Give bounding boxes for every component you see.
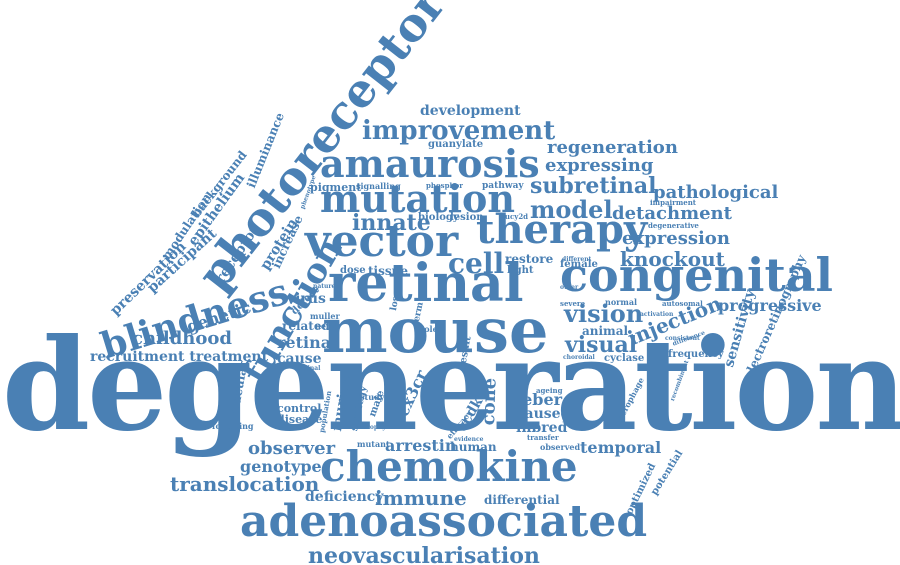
word-degenerative: degenerative — [648, 221, 699, 230]
word-female: female — [560, 259, 598, 270]
word-gucy2d: gucy2d — [500, 212, 529, 221]
word-cause: cause — [277, 351, 322, 367]
word-study: study — [360, 392, 385, 402]
word-atrophy: atrophy — [360, 424, 386, 431]
word-mutant: mutant — [357, 439, 390, 449]
word-mouse: mouse — [322, 294, 549, 367]
word-regeneration: regeneration — [547, 137, 678, 158]
word-nerve: nerve — [315, 321, 340, 331]
word-following: following — [212, 421, 254, 431]
word-genotype: genotype — [240, 457, 322, 476]
word-dose: dose — [340, 265, 366, 276]
word-progressive: progressive — [718, 296, 822, 315]
word-expressing: expressing — [545, 155, 654, 176]
word-vector: vector — [305, 216, 459, 267]
word-expression: expression — [622, 228, 730, 249]
word-observer: observer — [248, 438, 336, 459]
word-nature: nature — [313, 283, 336, 290]
word-amaurosis: amaurosis — [320, 141, 540, 186]
word-degeneration: degeneration — [2, 311, 900, 459]
word-deficiency: deficiency — [305, 489, 384, 505]
word-guanylate: guanylate — [428, 139, 484, 150]
word-arrestin: arrestin — [385, 436, 457, 455]
word-innate: innate — [352, 210, 431, 236]
word-normal: normal — [605, 297, 638, 307]
word-retina: retina — [277, 333, 332, 352]
word-evidence: evidence — [454, 436, 484, 443]
word-transfer: transfer — [527, 433, 559, 442]
word-pathological: pathological — [653, 182, 779, 203]
word-detachment: detachment — [612, 203, 732, 224]
word-retinal: retinal — [328, 253, 524, 314]
word-disease: disease — [277, 413, 323, 426]
word-knockout: knockout — [620, 247, 725, 271]
word-translocation: translocation — [170, 472, 320, 496]
word-pathway: pathway — [482, 181, 524, 191]
word-subretinal: subretinal — [530, 173, 657, 199]
word-inbred: inbred — [516, 420, 568, 436]
word-virus: virus — [287, 291, 326, 307]
word-animal: animal — [582, 324, 629, 338]
word-observed: observed — [540, 442, 581, 452]
word-control: control — [277, 402, 322, 415]
word-human: human — [450, 440, 497, 454]
word-tissue: tissue — [368, 264, 408, 278]
word-vision: vision — [564, 299, 644, 328]
word-activation: activation — [640, 311, 674, 318]
word-muller: muller — [310, 311, 340, 321]
word-lesion: lesion — [450, 212, 484, 223]
word-frequency: frequency — [668, 349, 724, 360]
word-improvement: improvement — [362, 116, 556, 146]
word-phosphor: phosphor — [426, 181, 463, 190]
word-related: related — [282, 319, 330, 333]
word-visual: visual — [565, 332, 638, 358]
word-ageing: ageing — [536, 386, 563, 395]
word-congenital: congenital — [560, 248, 834, 302]
word-role: role — [420, 324, 438, 334]
word-consistent: consistent — [665, 335, 700, 342]
word-chemokine: chemokine — [320, 442, 578, 491]
word-original: original — [294, 365, 321, 372]
word-childhood: childhood — [132, 328, 232, 349]
word-cell: cell — [448, 247, 505, 280]
word-choroidal: choroidal — [563, 354, 595, 361]
word-autosomal: autosomal — [662, 299, 703, 308]
word-impairment: impairment — [650, 198, 697, 207]
word-recruitment-treatment: recruitment treatment — [90, 349, 269, 365]
word-therapy: therapy — [476, 206, 648, 253]
word-immune: immune — [375, 486, 467, 510]
word-adenoassociated: adenoassociated — [240, 496, 648, 547]
word-model: model — [530, 195, 613, 224]
word-mutation: mutation — [320, 176, 515, 221]
word-neovascularisation: neovascularisation — [308, 543, 540, 565]
word-pigment: pigment — [310, 181, 362, 194]
word-temporal: temporal — [580, 438, 662, 457]
word-cyclase: cyclase — [604, 353, 645, 364]
word-leber: leber — [516, 390, 563, 409]
word-development: development — [420, 103, 521, 119]
word-restore: restore — [505, 252, 554, 266]
word-outer: outer — [560, 284, 579, 291]
word-caused: caused — [516, 406, 571, 422]
word-severe: severe — [560, 299, 586, 308]
word-differential: differential — [484, 493, 560, 507]
word-light: light — [507, 265, 534, 276]
word-different: different — [562, 256, 592, 263]
word-signalling: signalling — [356, 181, 401, 191]
word-biology: biology — [418, 212, 459, 223]
